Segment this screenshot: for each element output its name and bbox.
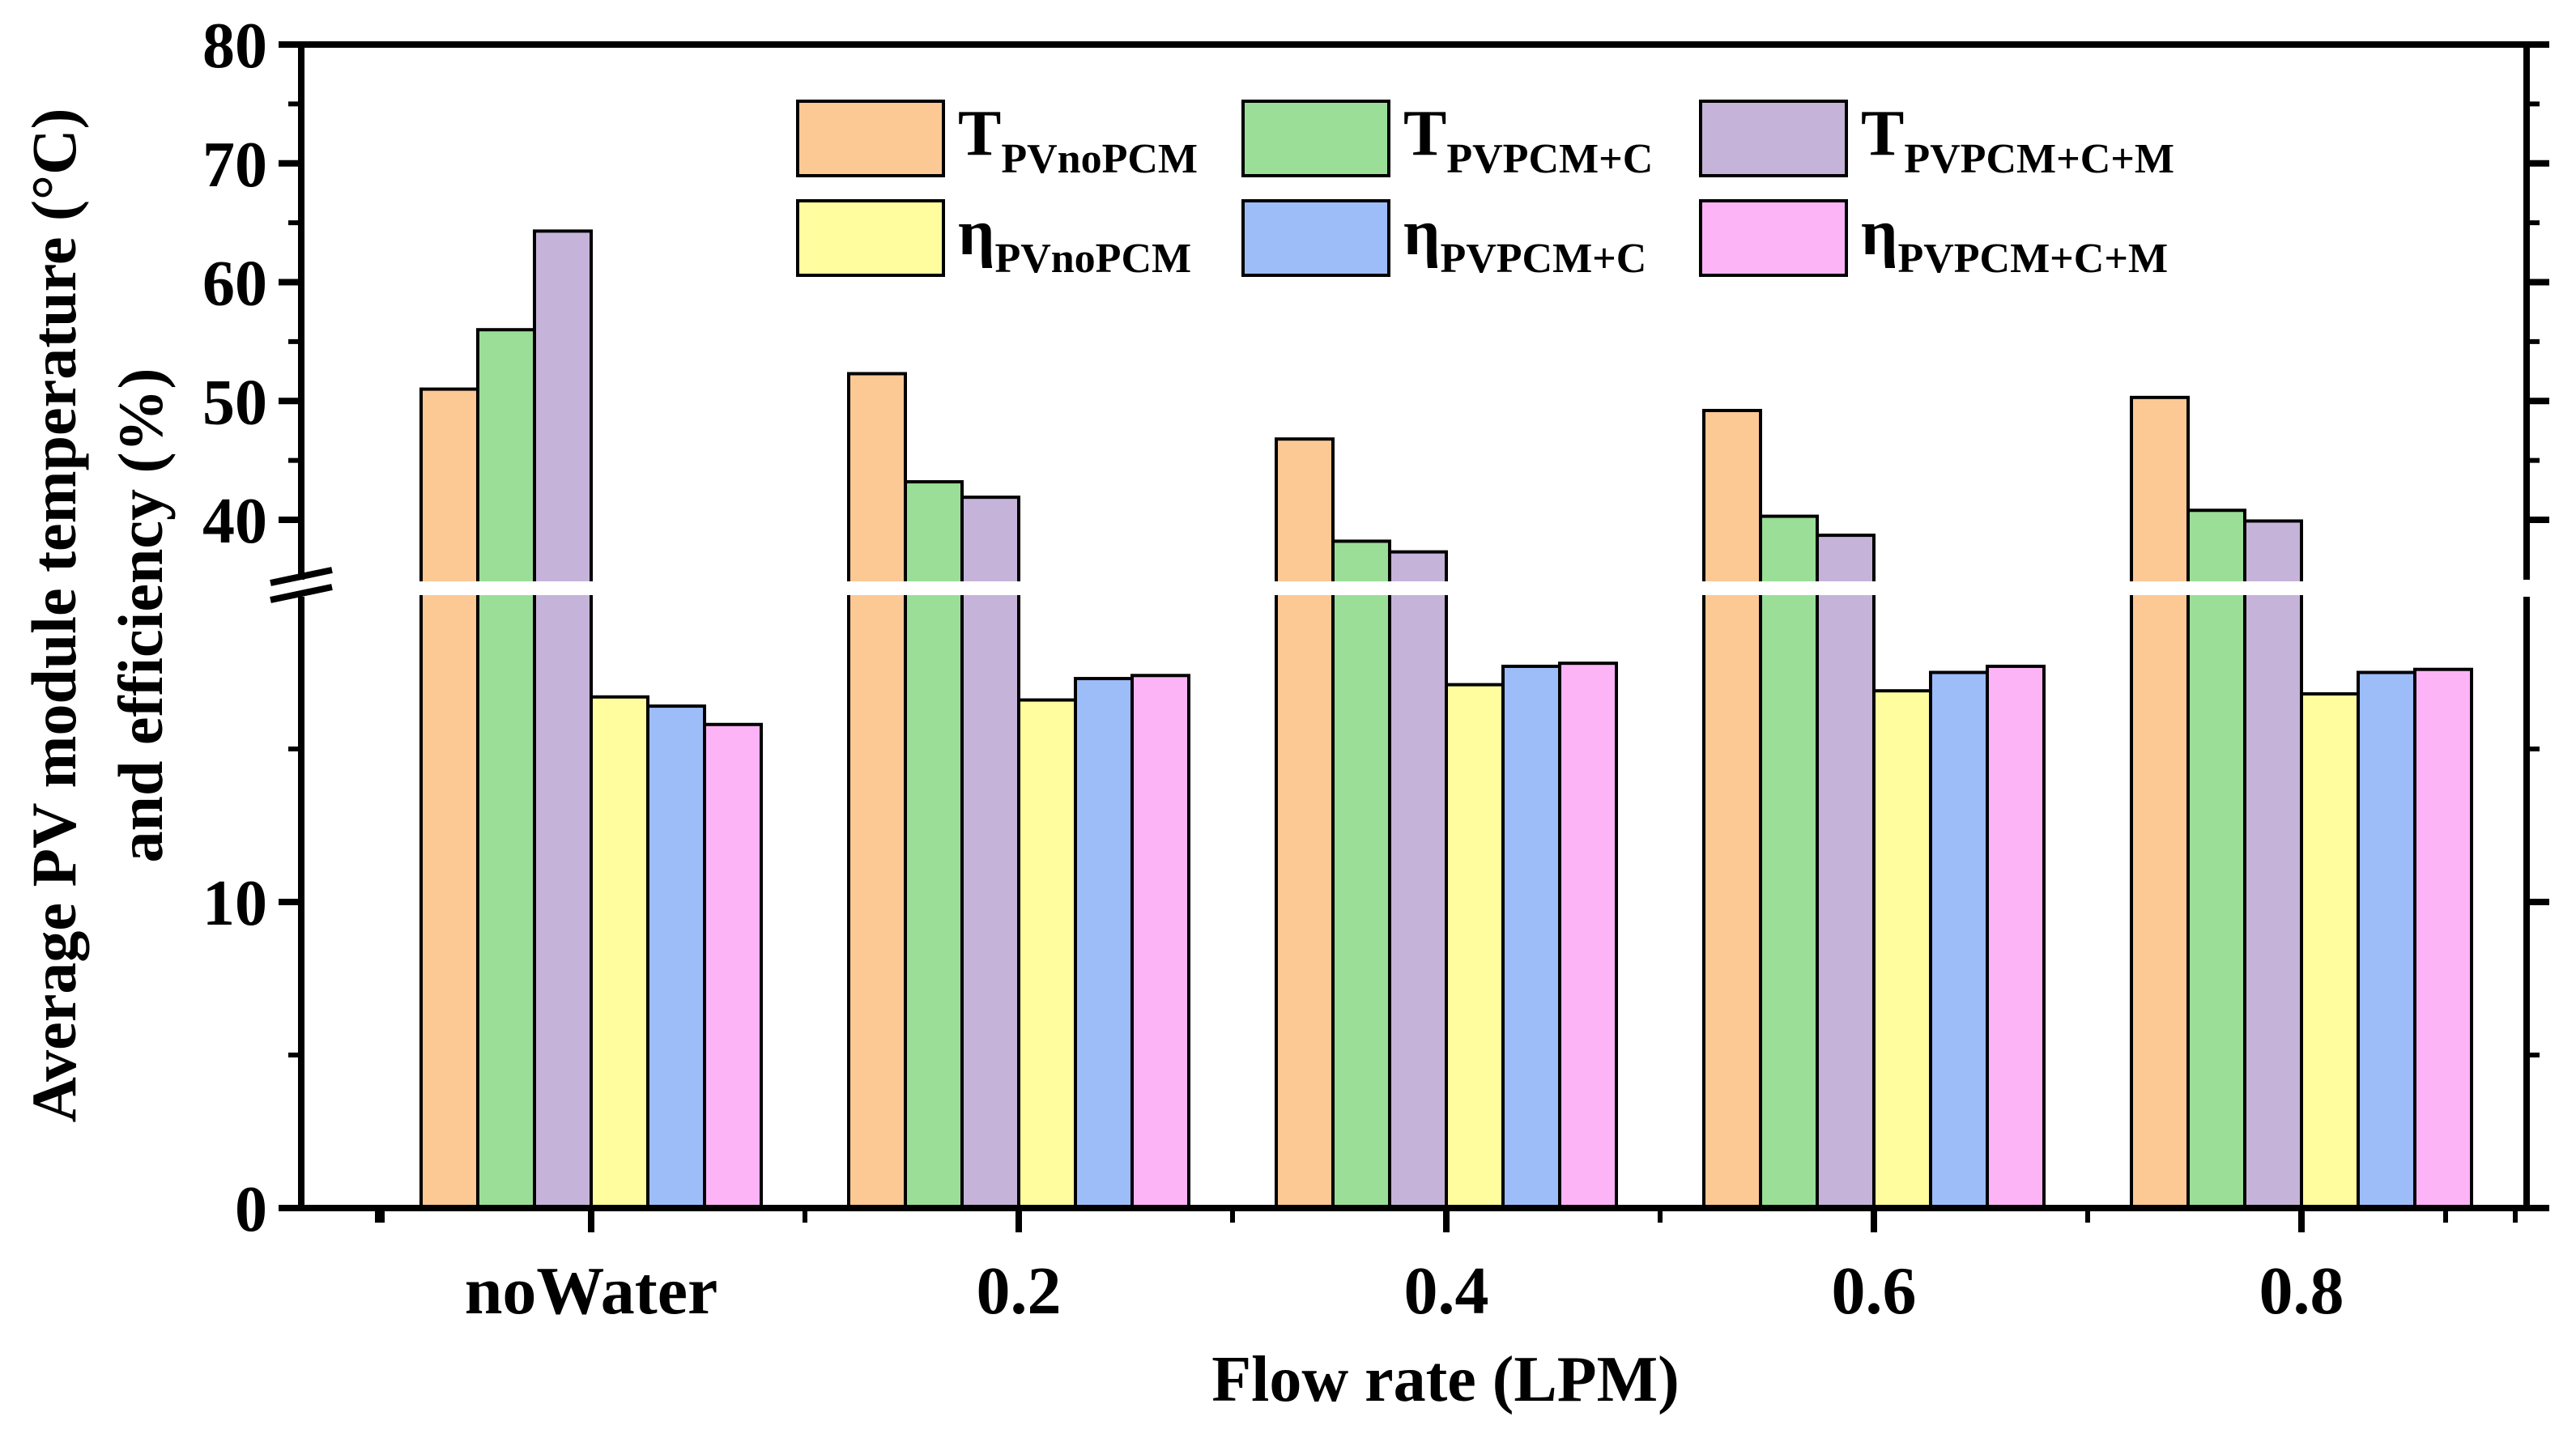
bar-T-PVPCM+C+M-noWater [533, 229, 593, 1210]
legend-swatch [1699, 199, 1848, 277]
bar-T-PVPCM+C-0.6 [1759, 514, 1819, 1210]
legend-label: TPVPCM+C [1403, 98, 1653, 182]
bar-eta-PVPCM+C-0.4 [1501, 664, 1561, 1210]
y-tick-label-60: 60 [202, 249, 267, 320]
bar-eta-PVnoPCM-noWater [590, 695, 649, 1210]
bar-T-PVPCM+C-noWater [476, 328, 536, 1210]
bar-eta-PVPCM+C+M-0.6 [1986, 664, 2046, 1210]
bar-T-PVPCM+C-0.8 [2186, 508, 2246, 1210]
x-tick-label-0.4: 0.4 [1404, 1253, 1489, 1329]
bar-T-PVPCM+C-0.4 [1331, 539, 1391, 1210]
y-tick-label-40: 40 [202, 486, 267, 557]
y-tick-label-10: 10 [202, 868, 267, 939]
legend-item-T-PVnoPCM: TPVnoPCM [796, 98, 1198, 182]
legend-item-eta-PVnoPCM: ηPVnoPCM [796, 198, 1191, 282]
legend-label: ηPVPCM+C+M [1861, 198, 2168, 282]
bar-eta-PVPCM+C-0.6 [1929, 670, 1989, 1210]
axis-break-gap [304, 581, 2524, 595]
bar-T-PVnoPCM-0.2 [847, 372, 907, 1210]
bar-T-PVPCM+C+M-0.4 [1388, 550, 1448, 1210]
legend-item-T-PVPCM+C: TPVPCM+C [1241, 98, 1653, 182]
axes-layer: 40 50 60 70 80 0 10 noWater 0.2 0.4 0.6 0.8 [202, 11, 2549, 1329]
legend-item-T-PVPCM+C+M: TPVPCM+C+M [1699, 98, 2174, 182]
legend-swatch [796, 199, 945, 277]
bar-eta-PVPCM+C-0.2 [1074, 677, 1134, 1210]
bar-eta-PVPCM+C+M-0.4 [1558, 662, 1618, 1210]
legend-swatch [1241, 199, 1390, 277]
legend-swatch [1241, 100, 1390, 177]
y-tick-label-70: 70 [202, 130, 267, 201]
legend-item-eta-PVPCM+C+M: ηPVPCM+C+M [1699, 198, 2168, 282]
x-tick-label-0.8: 0.8 [2259, 1253, 2344, 1329]
bar-eta-PVPCM+C+M-0.8 [2413, 667, 2473, 1210]
bar-T-PVPCM+C+M-0.8 [2243, 519, 2303, 1210]
x-tick-label-0.2: 0.2 [977, 1253, 1062, 1329]
bar-eta-PVnoPCM-0.2 [1017, 698, 1077, 1210]
y-tick-label-50: 50 [202, 367, 267, 438]
legend: TPVnoPCM TPVPCM+C TPVPCM+C+M ηPVnoPCM ηPVPCM… [796, 98, 2174, 282]
y-tick-label-80: 80 [202, 11, 267, 82]
bar-eta-PVPCM+C+M-0.2 [1130, 674, 1190, 1210]
bar-T-PVPCM+C+M-0.6 [1816, 534, 1876, 1210]
axis-break-mark-2 [270, 584, 333, 603]
x-axis-label: Flow rate (LPM) [1211, 1344, 1680, 1415]
bar-T-PVnoPCM-0.8 [2130, 395, 2190, 1210]
x-tick-label-0.6: 0.6 [1832, 1253, 1917, 1329]
legend-swatch [796, 100, 945, 177]
x-tick-label-noWater: noWater [465, 1253, 718, 1329]
bar-eta-PVPCM+C-0.8 [2357, 670, 2416, 1210]
legend-item-eta-PVPCM+C: ηPVPCM+C [1241, 198, 1646, 282]
bar-eta-PVnoPCM-0.8 [2300, 691, 2360, 1210]
bar-T-PVPCM+C-0.2 [904, 480, 964, 1210]
legend-label: TPVPCM+C+M [1861, 98, 2174, 182]
plot-frame [298, 41, 2530, 1211]
bar-T-PVnoPCM-0.6 [1702, 408, 1762, 1210]
bars-layer [304, 229, 2524, 1210]
legend-swatch [1699, 100, 1848, 177]
legend-label: ηPVnoPCM [958, 198, 1191, 282]
y-axis-label-line1: Average PV module temperature (°C) [19, 108, 89, 1123]
y-axis-label-line2: and efficiency (%) [105, 368, 176, 863]
y-tick-label-0: 0 [235, 1174, 267, 1245]
legend-label: TPVnoPCM [958, 98, 1198, 182]
bar-eta-PVnoPCM-0.6 [1872, 689, 1932, 1210]
legend-label: ηPVPCM+C [1403, 198, 1646, 282]
bar-eta-PVPCM+C-noWater [646, 704, 706, 1210]
bar-eta-PVnoPCM-0.4 [1445, 683, 1505, 1210]
bar-T-PVnoPCM-noWater [419, 387, 479, 1210]
bar-T-PVnoPCM-0.4 [1275, 437, 1335, 1210]
axis-break-mark-1 [270, 567, 333, 586]
bar-T-PVPCM+C+M-0.2 [960, 496, 1020, 1210]
bar-eta-PVPCM+C+M-noWater [703, 722, 763, 1210]
axis-break-right [2519, 580, 2535, 597]
